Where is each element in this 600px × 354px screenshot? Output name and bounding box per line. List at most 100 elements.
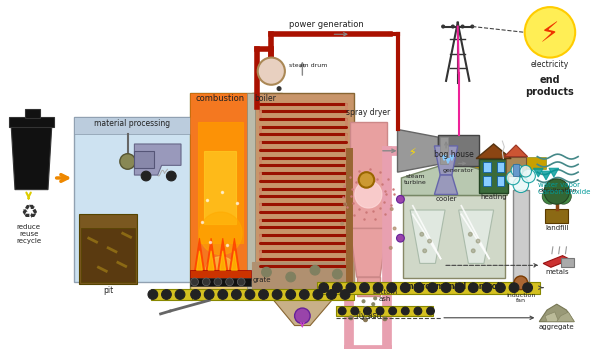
Circle shape [383, 317, 387, 321]
Polygon shape [450, 156, 454, 160]
Circle shape [461, 25, 464, 28]
Polygon shape [220, 251, 226, 270]
Bar [403, 195, 505, 278]
Circle shape [373, 283, 383, 292]
Circle shape [455, 283, 464, 292]
Polygon shape [458, 210, 494, 263]
Circle shape [400, 283, 410, 292]
Circle shape [397, 195, 404, 203]
Polygon shape [398, 130, 438, 172]
Text: bog house: bog house [434, 149, 474, 159]
Circle shape [175, 290, 185, 299]
Text: heating: heating [481, 194, 507, 200]
Circle shape [245, 290, 255, 299]
Text: boiler: boiler [254, 95, 275, 103]
Circle shape [451, 25, 454, 28]
Text: ⚡: ⚡ [408, 148, 416, 158]
Circle shape [397, 234, 404, 242]
Circle shape [218, 290, 227, 299]
Text: ⚡: ⚡ [540, 20, 560, 48]
Bar [247, 92, 255, 292]
Circle shape [338, 307, 346, 315]
Text: ♻: ♻ [20, 203, 37, 222]
Circle shape [272, 290, 282, 299]
Bar [357, 277, 380, 296]
Polygon shape [230, 238, 239, 270]
Circle shape [346, 283, 356, 292]
Bar [74, 117, 191, 134]
Bar [479, 159, 508, 193]
Circle shape [286, 290, 296, 299]
Bar [190, 92, 282, 292]
Bar [497, 162, 505, 172]
Circle shape [349, 316, 353, 320]
Circle shape [238, 278, 245, 286]
Polygon shape [541, 171, 551, 180]
Bar [81, 228, 136, 282]
Bar [197, 122, 243, 243]
Circle shape [319, 283, 329, 292]
Text: desalination: desalination [538, 188, 577, 193]
Polygon shape [197, 251, 202, 270]
Bar [438, 135, 479, 166]
Circle shape [232, 290, 241, 299]
Text: metals: metals [545, 269, 569, 275]
Polygon shape [543, 256, 571, 267]
Bar [483, 176, 491, 186]
Circle shape [364, 318, 367, 322]
Circle shape [351, 307, 359, 315]
Circle shape [199, 212, 242, 255]
Polygon shape [434, 146, 458, 175]
Circle shape [332, 283, 342, 292]
Circle shape [259, 290, 268, 299]
Circle shape [389, 246, 392, 249]
Circle shape [355, 181, 382, 208]
Bar [497, 176, 505, 186]
Polygon shape [557, 312, 574, 322]
Polygon shape [134, 144, 181, 175]
Text: fly ash: fly ash [356, 311, 381, 320]
Circle shape [428, 283, 437, 292]
Bar [74, 117, 191, 282]
Circle shape [148, 290, 158, 299]
Polygon shape [208, 251, 214, 270]
Polygon shape [218, 238, 227, 270]
Circle shape [482, 283, 491, 292]
Circle shape [469, 283, 478, 292]
Bar [190, 270, 251, 280]
Bar [190, 92, 251, 272]
Circle shape [442, 25, 445, 28]
Text: water vapor
Carbon dioxide: water vapor Carbon dioxide [538, 182, 590, 195]
Circle shape [341, 222, 344, 225]
Circle shape [191, 290, 200, 299]
Text: reduce
reuse
recycle: reduce reuse recycle [16, 224, 41, 244]
Polygon shape [545, 312, 559, 322]
Bar [560, 258, 574, 267]
Circle shape [202, 278, 210, 286]
Circle shape [542, 189, 558, 204]
Circle shape [389, 307, 397, 315]
Bar [513, 190, 529, 282]
Circle shape [310, 266, 320, 275]
Text: steam drum: steam drum [289, 63, 327, 68]
Bar [134, 151, 154, 168]
Circle shape [191, 278, 199, 286]
Circle shape [523, 283, 532, 292]
Bar [252, 262, 354, 292]
Text: bottom
ash: bottom ash [373, 289, 397, 302]
Circle shape [205, 257, 236, 288]
Polygon shape [549, 168, 559, 177]
Circle shape [340, 290, 350, 299]
Circle shape [258, 58, 285, 85]
Bar [252, 92, 354, 292]
Bar [205, 151, 236, 224]
Polygon shape [533, 168, 543, 177]
Circle shape [414, 283, 424, 292]
Circle shape [390, 207, 393, 211]
Circle shape [476, 239, 480, 243]
Circle shape [214, 278, 222, 286]
Circle shape [525, 7, 575, 58]
Circle shape [332, 269, 342, 279]
Circle shape [205, 290, 214, 299]
Circle shape [359, 283, 370, 292]
